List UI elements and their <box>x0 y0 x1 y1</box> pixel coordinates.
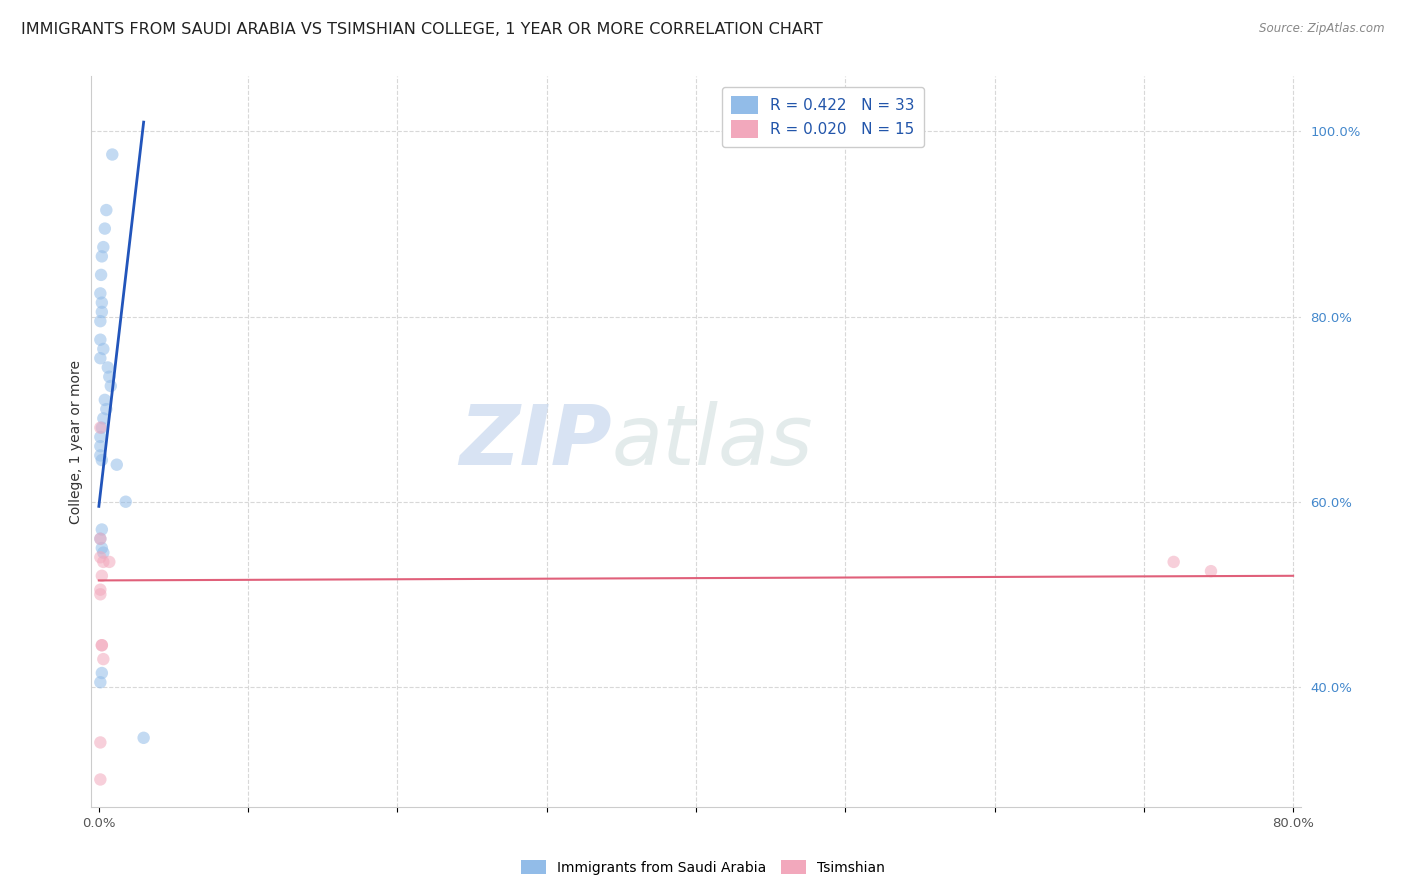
Point <box>89 449 111 463</box>
Text: ZIP: ZIP <box>458 401 612 482</box>
Legend: R = 0.422   N = 33, R = 0.020   N = 15: R = 0.422 N = 33, R = 0.020 N = 15 <box>721 87 924 147</box>
Point <box>89 735 111 749</box>
Point <box>91 652 114 666</box>
Point <box>89 430 111 444</box>
Point <box>90 249 112 263</box>
Point <box>90 453 112 467</box>
Point <box>100 379 122 393</box>
Point <box>90 268 112 282</box>
Point <box>90 305 112 319</box>
Point <box>89 351 111 366</box>
Point <box>91 546 114 560</box>
Point <box>91 555 114 569</box>
Point <box>90 665 112 680</box>
Point <box>96 402 118 417</box>
Point <box>90 638 112 652</box>
Point <box>91 411 114 425</box>
Text: atlas: atlas <box>612 401 813 482</box>
Point <box>89 532 111 546</box>
Point <box>90 638 112 652</box>
Point <box>89 582 111 597</box>
Point <box>90 420 112 434</box>
Point <box>89 675 111 690</box>
Point <box>94 392 117 407</box>
Point <box>132 731 155 745</box>
Point <box>1163 555 1185 569</box>
Point <box>98 555 121 569</box>
Point <box>94 221 117 235</box>
Point <box>89 333 111 347</box>
Point <box>90 541 112 555</box>
Point <box>90 569 112 583</box>
Point <box>90 295 112 310</box>
Point <box>98 369 121 384</box>
Point <box>89 439 111 453</box>
Point <box>101 147 124 161</box>
Point <box>105 458 128 472</box>
Point <box>114 494 136 508</box>
Point <box>91 240 114 254</box>
Point <box>89 550 111 565</box>
Point <box>89 420 111 434</box>
Point <box>89 587 111 601</box>
Text: IMMIGRANTS FROM SAUDI ARABIA VS TSIMSHIAN COLLEGE, 1 YEAR OR MORE CORRELATION CH: IMMIGRANTS FROM SAUDI ARABIA VS TSIMSHIA… <box>21 22 823 37</box>
Point <box>91 342 114 356</box>
Text: Source: ZipAtlas.com: Source: ZipAtlas.com <box>1260 22 1385 36</box>
Y-axis label: College, 1 year or more: College, 1 year or more <box>69 359 83 524</box>
Point <box>97 360 120 375</box>
Point <box>1199 564 1222 578</box>
Point <box>96 203 118 218</box>
Point <box>89 314 111 328</box>
Point <box>89 772 111 787</box>
Point <box>90 523 112 537</box>
Point <box>89 532 111 546</box>
Legend: Immigrants from Saudi Arabia, Tsimshian: Immigrants from Saudi Arabia, Tsimshian <box>516 855 890 880</box>
Point <box>89 286 111 301</box>
